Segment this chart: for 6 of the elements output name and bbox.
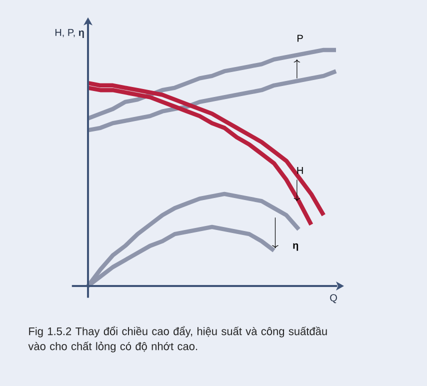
annotation: H	[297, 166, 303, 174]
annotation: η	[293, 243, 298, 251]
x-axis-title: Q	[330, 294, 337, 304]
text: P	[298, 34, 303, 42]
caption: Fig 1.5.2 Thay đổi chiều cao đẩy, hiệu suất và công suấtđầu vào cho chất lỏng có độ nhớt cao.	[28, 326, 327, 352]
y-axis-title: H, P, η	[55, 28, 84, 38]
